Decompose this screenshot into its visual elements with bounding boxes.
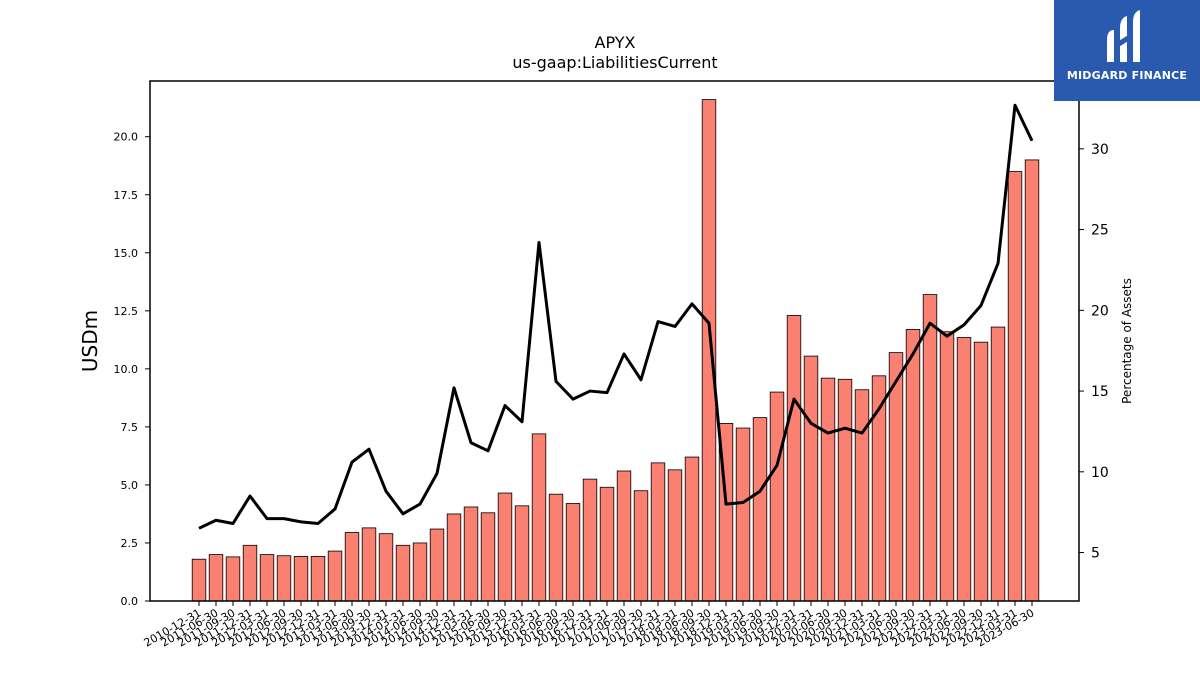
y-right-tick-label: 10 <box>1091 465 1109 481</box>
bar <box>225 556 241 602</box>
bar <box>327 550 343 602</box>
bar <box>497 492 513 602</box>
bar <box>752 417 768 602</box>
bar <box>684 456 700 602</box>
bar <box>1007 171 1023 602</box>
bar <box>293 556 309 602</box>
bar <box>905 328 921 602</box>
bar <box>837 378 853 602</box>
y-tick-label: 2.5 <box>121 537 139 550</box>
bar <box>310 556 326 602</box>
y-tick-label: 10.0 <box>114 363 139 376</box>
y-tick-label: 0.0 <box>121 595 139 608</box>
y-axis-label-right: Percentage of Assets <box>1120 278 1134 404</box>
bar <box>701 99 717 602</box>
bar <box>242 544 258 602</box>
bar <box>769 391 785 602</box>
y-tick-label: 7.5 <box>121 421 139 434</box>
line-layer <box>198 103 1034 530</box>
midgard-finance-logo: MIDGARD FINANCE <box>1054 0 1200 101</box>
bars-layer <box>191 99 1040 602</box>
bar <box>667 469 683 602</box>
bar <box>565 503 581 602</box>
bar <box>208 554 224 602</box>
bar <box>973 341 989 602</box>
bar <box>820 377 836 602</box>
bar <box>633 490 649 602</box>
bar <box>191 558 207 602</box>
y-right-tick-label: 25 <box>1091 223 1109 239</box>
bar <box>1024 159 1040 602</box>
plot-frame <box>149 80 1080 602</box>
bar <box>531 433 547 602</box>
axes-layer: 0.0 2.5 5.0 7.5 10.0 12.5 15.0 17.5 20.0 5 10 15 20 2… <box>114 80 1109 650</box>
chart-title: APYX <box>595 33 636 52</box>
bar <box>854 389 870 602</box>
y-right-tick-label: 20 <box>1091 303 1109 319</box>
midgard-logo-icon <box>1107 10 1140 62</box>
bar <box>990 326 1006 602</box>
y-tick-label: 17.5 <box>114 189 139 202</box>
bar <box>548 493 564 602</box>
y-right-tick-label: 5 <box>1091 546 1100 562</box>
chart-subtitle: us-gaap:LiabilitiesCurrent <box>512 53 717 72</box>
bar <box>803 355 819 602</box>
bar <box>412 542 428 602</box>
bar <box>735 427 751 602</box>
percentage-line <box>198 103 1034 530</box>
bar <box>582 478 598 602</box>
y-axis-label-left: USDm <box>78 310 102 372</box>
bar <box>956 337 972 602</box>
bar <box>259 554 275 602</box>
bar <box>395 544 411 602</box>
y-tick-label: 20.0 <box>114 131 139 144</box>
bar <box>939 331 955 602</box>
y-right-tick-label: 15 <box>1091 384 1109 400</box>
y-tick-label: 5.0 <box>121 479 139 492</box>
bar <box>429 528 445 602</box>
bar <box>378 533 394 602</box>
bar <box>599 486 615 602</box>
bar <box>922 294 938 602</box>
bar <box>514 505 530 602</box>
bar <box>786 315 802 602</box>
bar <box>650 462 666 602</box>
bar <box>616 470 632 602</box>
y-right-tick-label: 30 <box>1091 142 1109 158</box>
bar <box>344 532 360 602</box>
y-tick-label: 15.0 <box>114 247 139 260</box>
bar <box>276 555 292 602</box>
bar <box>480 512 496 602</box>
bar <box>361 527 377 602</box>
logo-text: MIDGARD FINANCE <box>1066 69 1188 82</box>
y-tick-label: 12.5 <box>114 305 139 318</box>
bar <box>446 513 462 602</box>
bar <box>463 506 479 602</box>
